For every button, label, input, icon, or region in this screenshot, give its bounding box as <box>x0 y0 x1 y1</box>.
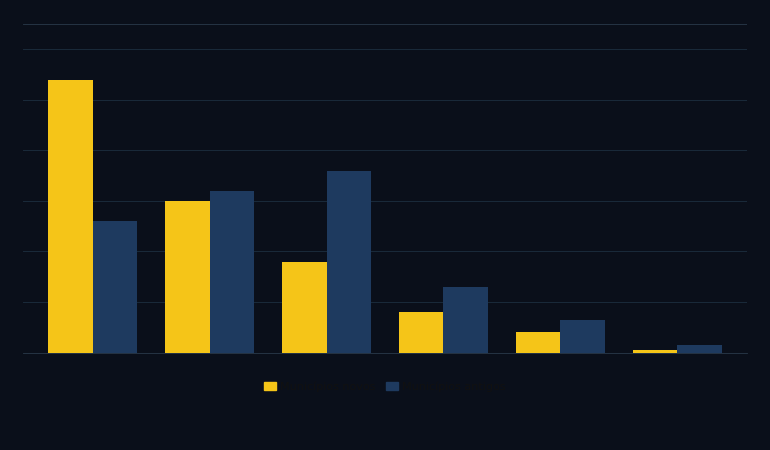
Bar <box>516 333 561 353</box>
Bar <box>633 350 677 353</box>
Bar <box>282 261 326 353</box>
Bar <box>209 191 254 353</box>
Bar <box>561 320 604 353</box>
Bar <box>677 345 721 353</box>
Bar <box>166 201 209 353</box>
Bar <box>49 80 93 353</box>
Bar <box>399 312 444 353</box>
Bar <box>326 171 371 353</box>
Bar <box>93 221 137 353</box>
Legend: Municípios novos, Municípios antigos: Municípios novos, Municípios antigos <box>260 377 510 396</box>
Bar <box>444 287 488 353</box>
